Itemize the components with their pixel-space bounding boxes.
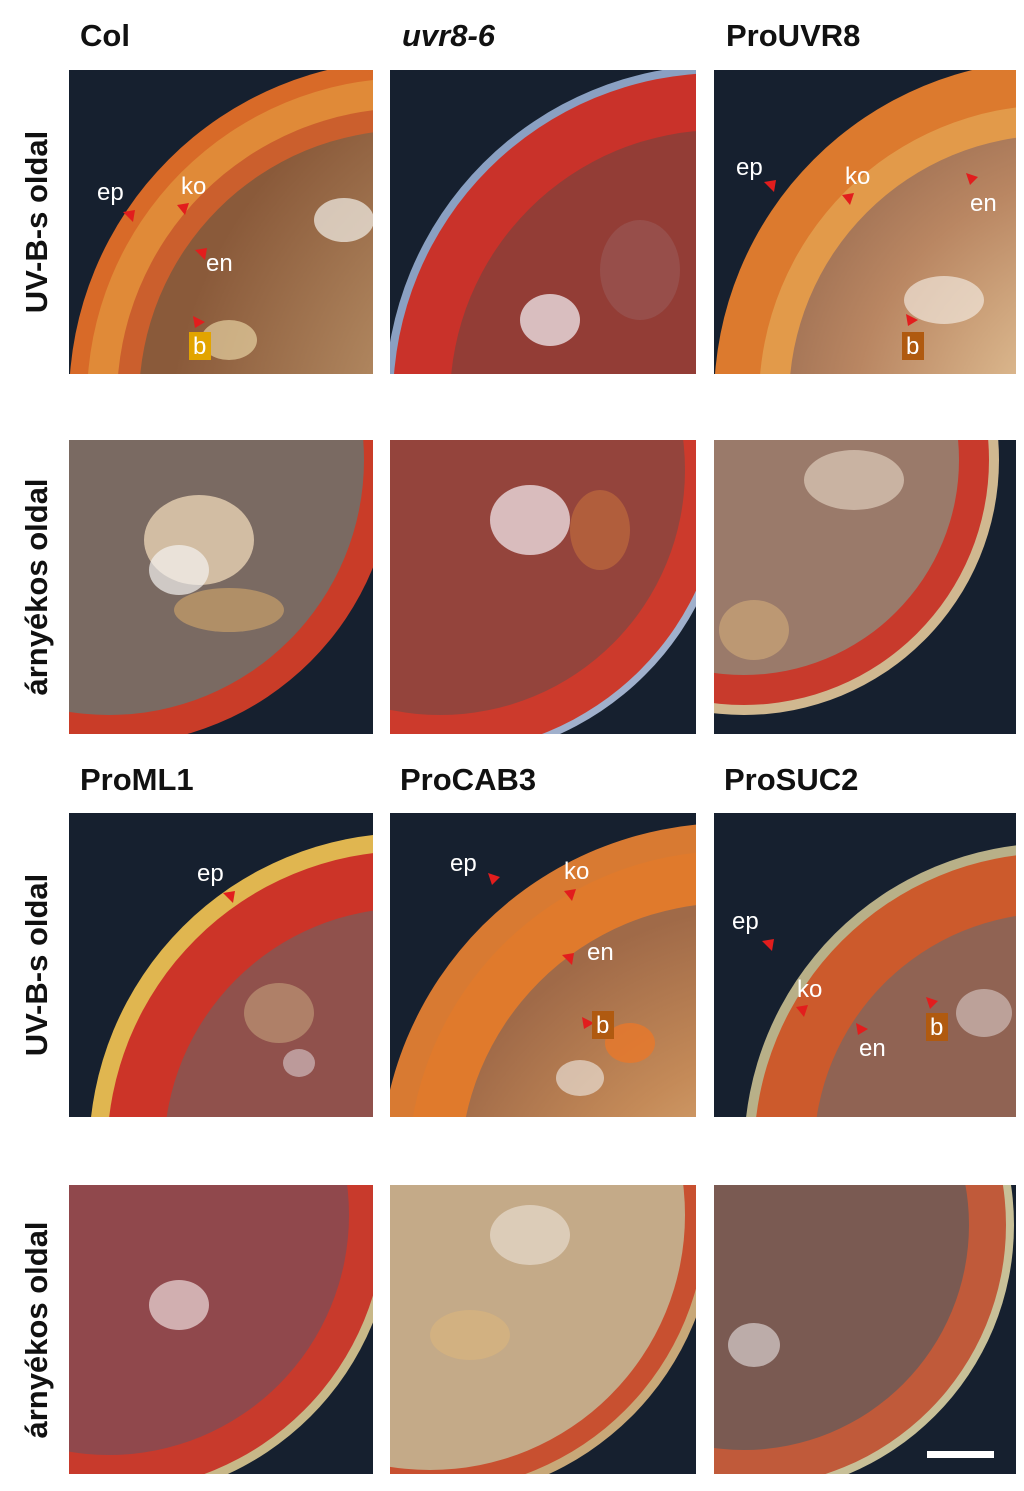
scale-bar	[927, 1451, 994, 1458]
micrograph-procab3-shade	[390, 1185, 696, 1474]
micrograph-proml1-uvb: ep	[69, 813, 373, 1117]
micrograph-proml1-shade	[69, 1185, 373, 1474]
micrograph-prouvr8-uvb: ep ko en b	[714, 70, 1016, 374]
arrowhead	[223, 891, 235, 903]
micrograph-prosuc2-shade	[714, 1185, 1016, 1474]
label-ko: ko	[845, 163, 870, 190]
arrowhead	[123, 203, 207, 328]
label-en: en	[859, 1035, 886, 1062]
arrowhead	[762, 939, 938, 1035]
label-en: en	[587, 939, 614, 966]
label-ep: ep	[97, 179, 124, 206]
micrograph-col-shade	[69, 440, 373, 734]
label-ep: ep	[736, 154, 763, 181]
micrograph-uvr8-6-uvb	[390, 70, 696, 374]
micrograph-procab3-uvb: ep ko en b	[390, 813, 696, 1117]
label-en: en	[970, 190, 997, 217]
micrograph-col-uvb: ep ko en b	[69, 70, 373, 374]
label-ko: ko	[797, 976, 822, 1003]
label-b: b	[596, 1012, 609, 1039]
column-title-prosuc2: ProSUC2	[724, 762, 859, 797]
micrograph-prouvr8-shade	[714, 440, 1016, 734]
label-ep: ep	[732, 908, 759, 935]
column-title-col: Col	[80, 18, 130, 53]
arrowhead	[488, 873, 594, 1029]
label-b: b	[906, 333, 919, 360]
label-ep: ep	[450, 850, 477, 877]
micrograph-prosuc2-uvb: ep ko en b	[714, 813, 1016, 1117]
label-ko: ko	[181, 173, 206, 200]
label-b: b	[930, 1014, 943, 1041]
label-b: b	[193, 333, 206, 360]
label-ep: ep	[197, 860, 224, 887]
arrowhead	[764, 173, 978, 326]
label-ko: ko	[564, 858, 589, 885]
label-en: en	[206, 250, 233, 277]
column-title-procab3: ProCAB3	[400, 762, 537, 797]
column-title-uvr8-6: uvr8-6	[402, 18, 496, 53]
column-title-proml1: ProML1	[80, 762, 194, 797]
column-title-prouvr8: ProUVR8	[726, 18, 861, 53]
micrograph-uvr8-6-shade	[390, 440, 696, 734]
